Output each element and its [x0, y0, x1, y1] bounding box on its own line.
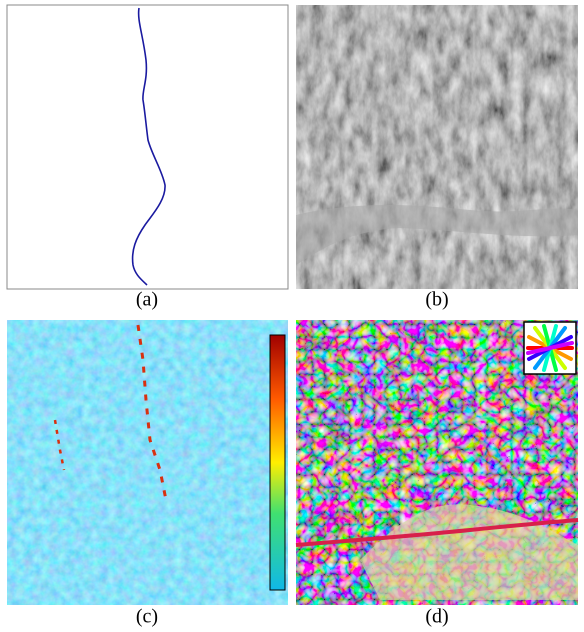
streak: [136, 324, 168, 501]
panel-a: [6, 4, 289, 290]
panel-c: [7, 320, 288, 605]
wheel-spokes: [526, 324, 574, 372]
panel-label: (d): [425, 606, 448, 628]
river-path: [131, 7, 166, 286]
valley: [360, 504, 578, 600]
valley: [296, 205, 578, 265]
streak: [295, 518, 579, 547]
panel-label: (a): [136, 289, 158, 311]
colorbar: [269, 334, 286, 591]
panel-label: (c): [136, 606, 158, 628]
panel-b: [296, 5, 578, 289]
streak: [53, 419, 66, 471]
panel-label: (b): [425, 289, 448, 311]
